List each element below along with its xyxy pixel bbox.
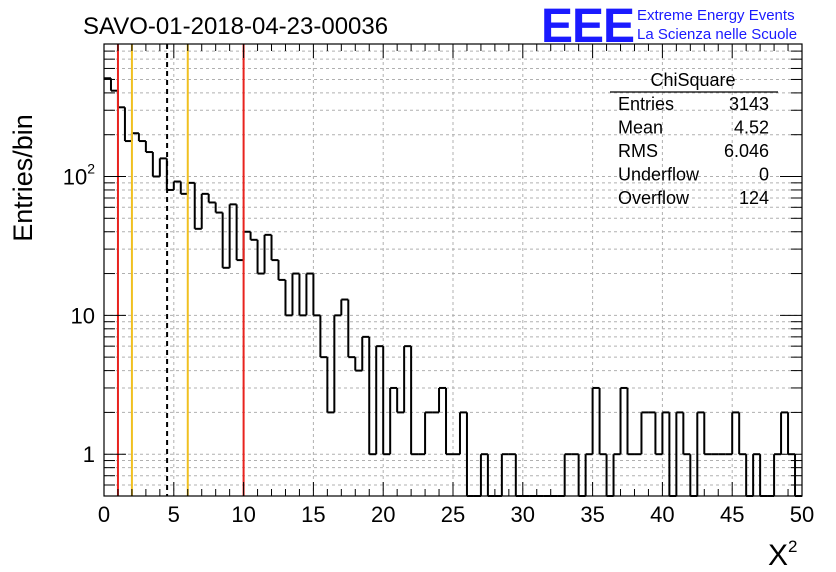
stats-label: Entries <box>618 94 674 114</box>
stats-value: 3143 <box>729 94 769 114</box>
stats-box: ChiSquare Entries 3143 Mean 4.52 RMS 6.046 Und… <box>610 70 778 208</box>
y-tick-label: 102 <box>63 160 95 189</box>
stats-rows: Entries 3143 Mean 4.52 RMS 6.046 Underflow 0 Ove… <box>618 94 769 208</box>
stats-value: 6.046 <box>724 141 769 161</box>
axes <box>103 43 803 497</box>
x-tick-label: 35 <box>580 502 604 527</box>
y-axis-label: Entries/bin <box>8 114 38 242</box>
stats-label: RMS <box>618 141 658 161</box>
stats-value: 0 <box>759 165 769 185</box>
stats-label: Underflow <box>618 165 700 185</box>
logo-line-1: Extreme Energy Events <box>637 7 795 24</box>
x-tick-label: 5 <box>168 502 180 527</box>
stats-label: Overflow <box>618 188 690 208</box>
x-tick-label: 10 <box>231 502 255 527</box>
stats-value: 124 <box>739 188 769 208</box>
y-tick-label: 10 <box>71 303 95 328</box>
x-tick-label: 15 <box>301 502 325 527</box>
x-tick-label: 25 <box>441 502 465 527</box>
x-tick-label: 40 <box>650 502 674 527</box>
x-tick-label: 50 <box>790 502 814 527</box>
stats-value: 4.52 <box>734 118 769 138</box>
x-tick-label: 30 <box>511 502 535 527</box>
reference-lines <box>116 44 245 496</box>
x-tick-label: 45 <box>720 502 744 527</box>
logo-line-2: La Scienza nelle Scuole <box>637 26 797 43</box>
stats-label: Mean <box>618 118 663 138</box>
x-axis-label: X2 <box>768 537 797 572</box>
stats-title: ChiSquare <box>650 70 735 90</box>
x-tick-labels: 0 5 10 15 20 25 30 35 40 45 50 <box>98 502 814 527</box>
x-tick-label: 0 <box>98 502 110 527</box>
chart-title: SAVO-01-2018-04-23-00036 <box>83 13 388 40</box>
y-tick-label: 1 <box>83 442 95 467</box>
y-tick-labels: 1 10 102 <box>63 160 95 467</box>
x-tick-label: 20 <box>371 502 395 527</box>
